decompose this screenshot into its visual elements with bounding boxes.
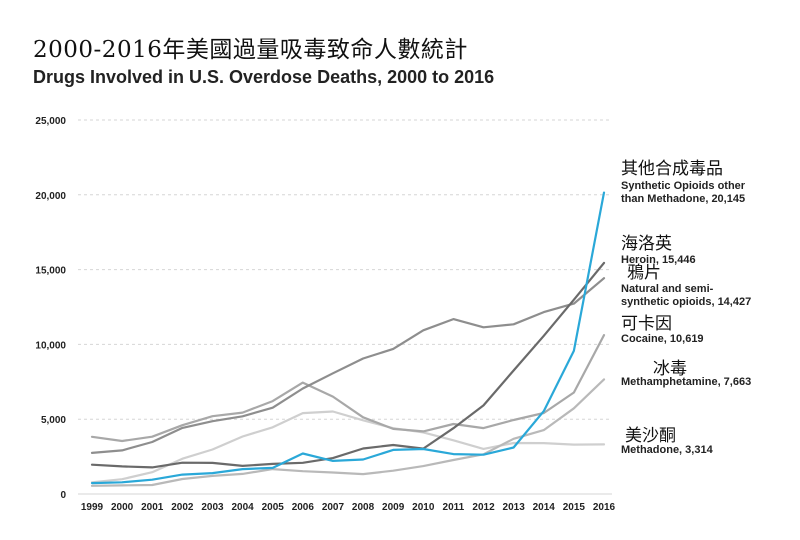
x-tick-label: 2006 xyxy=(292,502,315,513)
series-line-cocaine xyxy=(90,334,606,443)
x-tick-label: 2010 xyxy=(412,502,435,513)
y-tick-label: 0 xyxy=(60,490,66,501)
series-label-zh-methamphetamine: 冰毒 xyxy=(653,359,687,379)
series-label-zh-synthetic-opioids-other-than-methadone: 其他合成毒品 xyxy=(621,159,723,179)
x-tick-label: 2000 xyxy=(111,502,134,513)
x-tick-label: 2007 xyxy=(322,502,345,513)
series-label-synthetic-opioids-other-than-methadone: Synthetic Opioids other than Methadone, 2… xyxy=(621,180,745,206)
series-label-natural-and-semi-synthetic-opioids: Natural and semi-synthetic opioids, 14,4… xyxy=(621,283,751,309)
series-label-cocaine: Cocaine, 10,619 xyxy=(621,333,704,346)
series-label-zh-heroin: 海洛英 xyxy=(621,234,672,254)
series-label-zh-natural-and-semi-synthetic-opioids: 鴉片 xyxy=(627,263,661,283)
x-tick-label: 2001 xyxy=(141,502,164,513)
x-tick-label: 2012 xyxy=(472,502,495,513)
series-line-natural-and-semi-synthetic-opioids xyxy=(90,277,606,454)
series-line-synthetic-opioids-other-than-methadone xyxy=(90,191,606,485)
series-label-heroin: Heroin, 15,446 xyxy=(621,254,696,267)
series-label-line: than Methadone, 20,145 xyxy=(621,193,746,205)
series-label-line: synthetic opioids, 14,427 xyxy=(621,296,752,308)
x-tick-label: 2015 xyxy=(563,502,586,513)
y-tick-label: 15,000 xyxy=(35,266,66,277)
x-tick-label: 1999 xyxy=(81,502,104,513)
x-tick-label: 2005 xyxy=(262,502,285,513)
x-tick-label: 2016 xyxy=(593,502,616,513)
y-tick-label: 10,000 xyxy=(35,340,66,351)
x-tick-label: 2014 xyxy=(533,502,556,513)
y-tick-label: 25,000 xyxy=(35,116,66,127)
y-axis: 0 5,000 10,000 15,000 20,000 25,000 xyxy=(35,116,66,501)
x-tick-label: 2013 xyxy=(503,502,526,513)
series-label-line: Synthetic Opioids other xyxy=(621,180,746,192)
series-label-line: Methadone, 3,314 xyxy=(621,444,713,456)
series-label-zh-methadone: 美沙酮 xyxy=(625,426,676,446)
grid-layer xyxy=(78,119,612,495)
chart-title: Drugs Involved in U.S. Overdose Deaths, … xyxy=(33,67,495,87)
x-tick-label: 2008 xyxy=(352,502,375,513)
x-axis: 1999 2000 2001 2002 2003 2004 2005 2006 2007 2008… xyxy=(81,502,616,513)
series-label-line: Heroin, 15,446 xyxy=(621,254,696,266)
series-label-line: Methamphetamine, 7,663 xyxy=(621,376,752,388)
x-tick-label: 2002 xyxy=(171,502,194,513)
y-tick-label: 20,000 xyxy=(35,191,66,202)
x-tick-label: 2011 xyxy=(443,502,465,513)
x-tick-label: 2009 xyxy=(382,502,405,513)
series-layer xyxy=(90,191,606,487)
series-label-methamphetamine: Methamphetamine, 7,663 xyxy=(621,376,751,389)
series-line-heroin xyxy=(90,261,606,469)
series-label-line: Natural and semi- xyxy=(621,283,714,295)
y-tick-label: 5,000 xyxy=(41,415,66,426)
series-line-methadone xyxy=(90,410,606,484)
series-line-methamphetamine xyxy=(90,378,606,487)
series-label-methadone: Methadone, 3,314 xyxy=(621,444,713,457)
series-label-line: Cocaine, 10,619 xyxy=(621,333,704,345)
chinese-title: 2000-2016年美國過量吸毒致命人數統計 xyxy=(33,37,468,63)
x-tick-label: 2003 xyxy=(201,502,224,513)
x-tick-label: 2004 xyxy=(231,502,254,513)
series-label-zh-cocaine: 可卡因 xyxy=(621,314,672,334)
